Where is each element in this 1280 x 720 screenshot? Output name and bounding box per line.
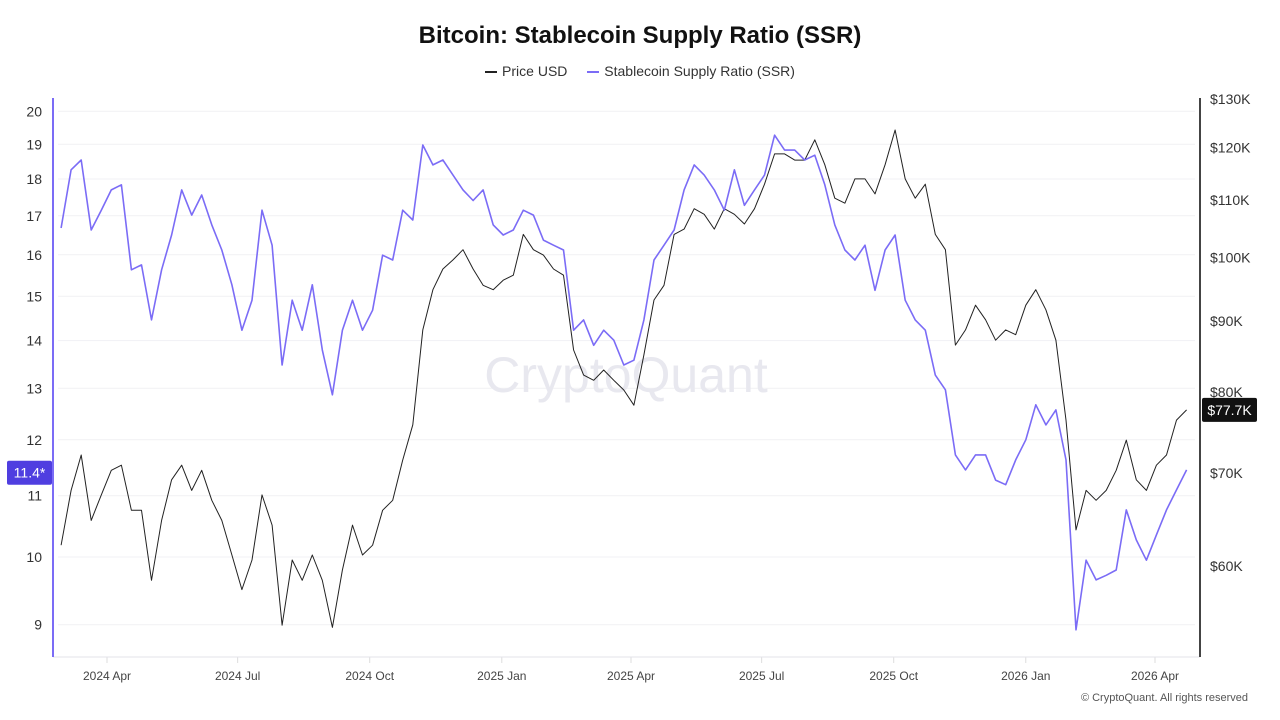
chart-title: Bitcoin: Stablecoin Supply Ratio (SSR): [418, 22, 862, 49]
x-tick-label: 2026 Jan: [1001, 669, 1050, 683]
x-tick-label: 2025 Jan: [477, 669, 526, 683]
left-tick-label: 15: [26, 288, 42, 304]
left-tick-label: 11: [27, 488, 42, 504]
right-tick-label: $100K: [1210, 249, 1251, 265]
legend-swatch-ssr: [587, 71, 600, 74]
x-tick-label: 2024 Apr: [83, 669, 131, 683]
right-tick-label: $130K: [1210, 91, 1251, 107]
right-tick-label: $90K: [1210, 313, 1243, 329]
x-tick-label: 2025 Oct: [869, 669, 918, 683]
left-tick-label: 16: [26, 247, 42, 263]
left-tick-label: 19: [26, 136, 42, 152]
legend: Price USD Stablecoin Supply Ratio (SSR): [0, 63, 1280, 79]
left-tick-label: 17: [26, 208, 42, 224]
current-ssr-label: 11.4*: [14, 465, 46, 481]
legend-item-price[interactable]: Price USD: [485, 63, 567, 79]
legend-item-ssr[interactable]: Stablecoin Supply Ratio (SSR): [587, 63, 795, 79]
left-tick-label: 20: [26, 103, 42, 119]
x-tick-label: 2026 Apr: [1131, 669, 1179, 683]
current-ssr-badge: [7, 460, 52, 485]
left-tick-label: 18: [26, 171, 42, 187]
left-tick-label: 13: [26, 380, 42, 396]
left-tick-label: 12: [26, 432, 42, 448]
watermark: CryptoQuant: [484, 347, 768, 403]
right-tick-label: $70K: [1210, 465, 1243, 481]
right-tick-label: $120K: [1210, 139, 1251, 155]
right-tick-label: $110K: [1210, 192, 1250, 208]
left-tick-label: 14: [26, 333, 42, 349]
x-tick-label: 2024 Jul: [215, 669, 260, 683]
left-tick-label: 9: [34, 617, 42, 633]
price-line: [60, 129, 1187, 628]
legend-swatch-price: [485, 71, 498, 74]
x-tick-label: 2024 Oct: [345, 669, 394, 683]
copyright-footer: © CryptoQuant. All rights reserved: [1080, 692, 1248, 704]
legend-label-ssr: Stablecoin Supply Ratio (SSR): [604, 63, 795, 79]
left-tick-label: 10: [26, 549, 42, 565]
x-tick-label: 2025 Apr: [607, 669, 655, 683]
right-tick-label: $60K: [1210, 558, 1243, 574]
ssr-line: [60, 134, 1188, 631]
right-tick-label: $80K: [1210, 384, 1243, 400]
legend-label-price: Price USD: [502, 63, 568, 79]
current-price-badge: [1202, 397, 1257, 422]
current-price-label: $77.7K: [1207, 402, 1252, 418]
x-tick-label: 2025 Jul: [739, 669, 784, 683]
